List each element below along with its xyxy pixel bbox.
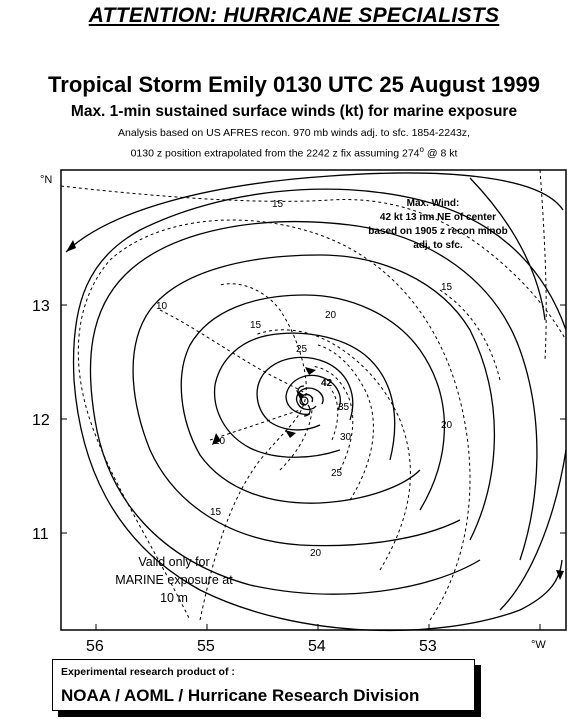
validity-line3: 10 m [160, 591, 188, 605]
max-wind-line1: Max. Wind: [407, 198, 460, 209]
isotach-label: 15 [272, 199, 284, 210]
max-wind-annotation: Max. Wind: 42 kt 13 nm NE of center base… [368, 198, 507, 251]
lat-tick-11: 11 [32, 526, 49, 543]
validity-note: Valid only for MARINE exposure at 10 m [115, 555, 233, 605]
max-wind-line2: 42 kt 13 nm NE of center [380, 212, 496, 223]
analysis-note-line1: Analysis based on US AFRES recon. 970 mb… [118, 127, 470, 139]
isotachs [60, 169, 567, 621]
validity-line1: Valid only for [138, 555, 209, 569]
lon-tick-56: 56 [86, 638, 104, 655]
isotach-label: 30 [340, 432, 352, 443]
map-frame [60, 169, 567, 631]
isotach-label: 10 [214, 436, 226, 447]
analysis-note-line2: 0130 z position extrapolated from the 22… [0, 145, 588, 160]
validity-line2: MARINE exposure at [115, 573, 233, 587]
isotach-label: 20 [325, 310, 337, 321]
isotach-label: 42 [321, 378, 333, 389]
lat-tick-12: 12 [32, 412, 50, 429]
page-title: Tropical Storm Emily 0130 UTC 25 August … [48, 72, 540, 97]
streamlines [65, 172, 567, 632]
isotach-label: 25 [331, 468, 343, 479]
lat-tick-13: 13 [32, 298, 50, 315]
streamline-arrows [66, 240, 564, 580]
isotach-labels: 15 15 10 15 20 25 42 35 30 10 25 20 15 2… [156, 199, 453, 559]
isotach-label: 20 [441, 420, 453, 431]
credit-box: Experimental research product of : NOAA … [52, 659, 475, 711]
isotach-label: 15 [441, 282, 453, 293]
isotach-label: 15 [210, 507, 222, 518]
isotach-label: 15 [250, 320, 262, 331]
lon-tick-55: 55 [197, 638, 215, 655]
analysis-note-line2-suffix: @ 8 kt [423, 147, 458, 160]
page-subtitle: Max. 1-min sustained surface winds (kt) … [70, 103, 518, 120]
attention-heading: ATTENTION: HURRICANE SPECIALISTS [88, 4, 500, 27]
analysis-note-line2-text: 0130 z position extrapolated from the 22… [130, 147, 420, 160]
lon-tick-53: 53 [419, 638, 437, 655]
isotach-label: 10 [156, 301, 168, 312]
lon-tick-54: 54 [308, 638, 326, 655]
storm-center-symbol [297, 385, 311, 417]
isotach-label: 35 [338, 402, 350, 413]
max-wind-line4: adj. to sfc. [413, 240, 463, 251]
isotach-label: 20 [310, 548, 322, 559]
credit-small-text: Experimental research product of : [61, 666, 235, 678]
credit-organization: NOAA / AOML / Hurricane Research Divisio… [61, 686, 420, 705]
isotach-label: 25 [296, 344, 308, 355]
lon-unit-label: °W [531, 639, 546, 651]
lat-unit-label: °N [40, 174, 52, 186]
degree-superscript: o [419, 145, 424, 154]
max-wind-line3: based on 1905 z recon minob [368, 226, 507, 237]
